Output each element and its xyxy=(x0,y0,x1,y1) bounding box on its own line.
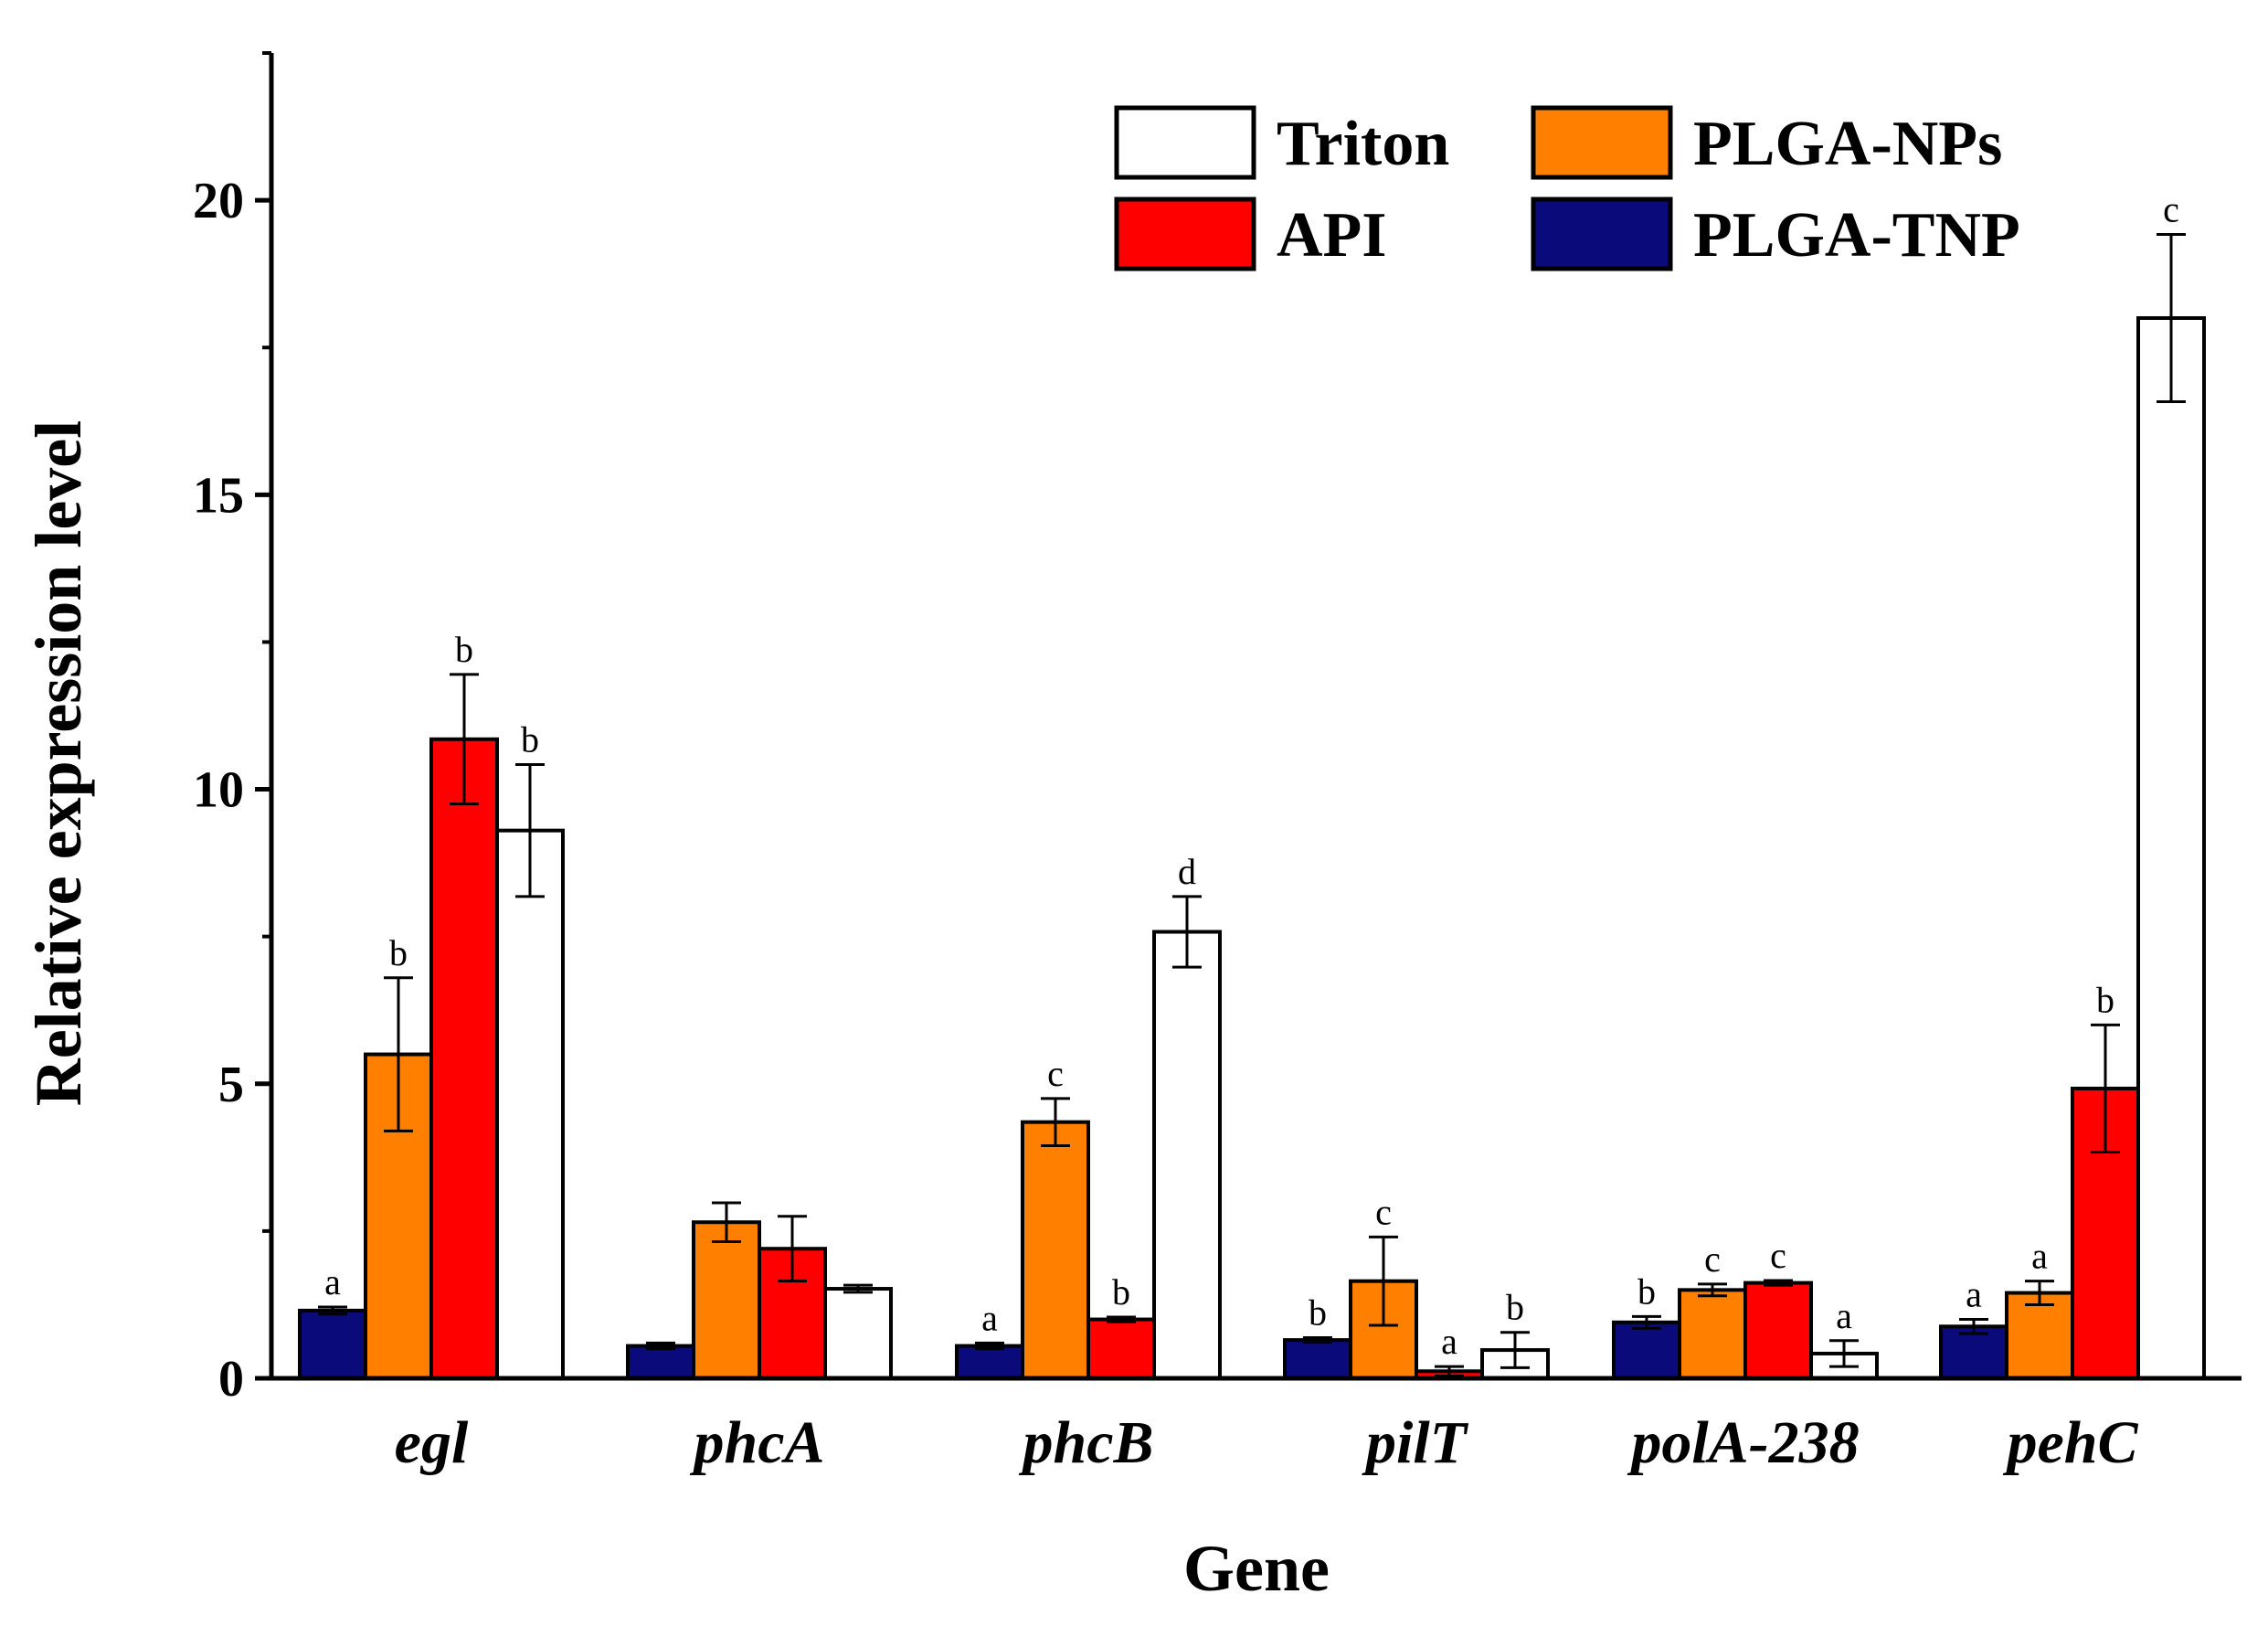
significance-label-pola-238-api: c xyxy=(1770,1235,1786,1276)
legend-swatch xyxy=(1114,197,1256,271)
significance-label-phcb-triton: d xyxy=(1178,851,1196,892)
y-tick-label: 0 xyxy=(218,1351,244,1408)
bar-pola-238-api xyxy=(1743,1281,1813,1380)
error-bar-phcb-plga-tnp xyxy=(975,1341,1004,1351)
significance-label-egl-plga-nps: b xyxy=(389,932,408,973)
error-bar-pehc-api xyxy=(2091,1023,2120,1154)
legend-label: PLGA-TNP xyxy=(1693,200,2020,271)
bar-pehc-plga-nps xyxy=(2005,1291,2074,1380)
significance-label-egl-triton: b xyxy=(521,718,539,760)
significance-label-pola-238-plga-nps: c xyxy=(1704,1238,1721,1280)
significance-label-phcb-plga-tnp: a xyxy=(981,1297,998,1338)
x-category-label: phcB xyxy=(1018,1409,1153,1476)
error-bar-pola-238-plga-nps xyxy=(1698,1282,1727,1298)
x-axis-title: Gene xyxy=(1183,1532,1330,1605)
bar-phca-plga-nps xyxy=(692,1220,761,1380)
error-bar-pola-238-triton xyxy=(1829,1339,1859,1368)
x-category-label: polA-238 xyxy=(1627,1409,1859,1476)
error-bar-phca-api xyxy=(778,1215,807,1283)
legend-item-plga-nps: PLGA-NPs xyxy=(1531,105,2002,180)
legend: Triton PLGA-NPs API PLGA-TNP xyxy=(1114,105,2020,271)
bars-layer xyxy=(298,316,2206,1381)
significance-label-phcb-plga-nps: c xyxy=(1047,1053,1064,1094)
legend-item-triton: Triton xyxy=(1114,105,1449,180)
bar-egl-triton xyxy=(495,828,565,1380)
bar-pehc-triton xyxy=(2136,316,2206,1380)
x-category-label: phcA xyxy=(689,1409,824,1476)
bar-pehc-plga-tnp xyxy=(1939,1324,2008,1381)
significance-labels-layer: a b b b a c b d b c a b b c c a a a b c xyxy=(324,188,2179,1362)
error-bars-layer xyxy=(318,232,2186,1377)
error-bar-egl-plga-nps xyxy=(384,976,413,1132)
bar-phcb-triton xyxy=(1152,930,1222,1380)
bar-phcb-plga-nps xyxy=(1021,1120,1090,1380)
significance-label-pehc-api: b xyxy=(2096,979,2114,1020)
significance-label-pehc-plga-nps: a xyxy=(2031,1236,2048,1277)
y-tick-label: 10 xyxy=(193,762,244,819)
significance-label-egl-plga-tnp: a xyxy=(324,1261,341,1302)
error-bar-phcb-plga-nps xyxy=(1041,1097,1070,1147)
error-bar-phca-plga-tnp xyxy=(646,1341,675,1351)
y-axis-title: Relative expression level xyxy=(22,420,95,1107)
significance-label-pilt-plga-tnp: b xyxy=(1309,1292,1327,1334)
legend-label: PLGA-NPs xyxy=(1693,109,2002,179)
legend-swatch xyxy=(1114,105,1256,180)
bar-pilt-plga-tnp xyxy=(1283,1338,1352,1380)
error-bar-pehc-plga-tnp xyxy=(1959,1318,1988,1335)
error-bar-phcb-triton xyxy=(1172,895,1202,969)
legend-label: API xyxy=(1277,200,1387,271)
error-bar-pola-238-plga-tnp xyxy=(1632,1314,1661,1330)
y-tick-label: 15 xyxy=(193,467,244,524)
legend-swatch xyxy=(1531,197,1673,271)
error-bar-pilt-plga-tnp xyxy=(1303,1336,1332,1344)
error-bar-egl-api xyxy=(450,673,479,806)
error-bar-pola-238-api xyxy=(1764,1279,1793,1287)
significance-label-pehc-triton: c xyxy=(2163,188,2179,229)
bar-phcb-api xyxy=(1086,1317,1156,1380)
error-bar-pilt-plga-nps xyxy=(1369,1235,1398,1327)
bar-phca-triton xyxy=(823,1287,893,1380)
bar-phca-plga-tnp xyxy=(626,1344,695,1380)
y-tick-label: 5 xyxy=(218,1057,244,1113)
legend-item-plga-tnp: PLGA-TNP xyxy=(1531,197,2020,271)
legend-label: Triton xyxy=(1277,109,1449,179)
error-bar-phca-triton xyxy=(843,1283,873,1294)
error-bar-phcb-api xyxy=(1107,1315,1136,1323)
legend-swatch xyxy=(1531,105,1673,180)
significance-label-pola-238-plga-tnp: b xyxy=(1637,1270,1656,1312)
bar-pola-238-plga-tnp xyxy=(1612,1320,1681,1381)
error-bar-phca-plga-nps xyxy=(712,1201,741,1243)
x-category-label: egl xyxy=(395,1409,469,1476)
axes-layer: 0 5 10 15 20 egl phcA phcB pilT polA-238 pehC xyxy=(193,51,2242,1476)
significance-label-phcb-api: b xyxy=(1112,1271,1130,1312)
error-bar-egl-plga-tnp xyxy=(318,1305,347,1316)
significance-label-pilt-plga-nps: c xyxy=(1375,1191,1392,1232)
significance-label-pehc-plga-tnp: a xyxy=(1966,1274,1982,1315)
error-bar-pehc-plga-nps xyxy=(2025,1280,2054,1306)
significance-label-pola-238-triton: a xyxy=(1836,1295,1852,1336)
y-tick-label: 20 xyxy=(193,173,244,229)
bar-pola-238-plga-nps xyxy=(1678,1288,1747,1381)
legend-item-api: API xyxy=(1114,197,1387,271)
error-bar-egl-triton xyxy=(515,762,545,898)
bar-egl-plga-tnp xyxy=(298,1308,367,1381)
error-bar-pilt-api xyxy=(1435,1365,1464,1377)
error-bar-pilt-triton xyxy=(1500,1331,1530,1369)
significance-label-pilt-triton: b xyxy=(1506,1287,1524,1328)
significance-label-egl-api: b xyxy=(455,629,473,670)
bar-egl-api xyxy=(429,737,499,1380)
x-category-label: pilT xyxy=(1362,1409,1469,1476)
bar-phcb-plga-tnp xyxy=(955,1344,1024,1380)
significance-label-pilt-api: a xyxy=(1441,1321,1457,1362)
x-category-label: pehC xyxy=(2002,1409,2138,1476)
error-bar-pehc-triton xyxy=(2157,232,2186,404)
